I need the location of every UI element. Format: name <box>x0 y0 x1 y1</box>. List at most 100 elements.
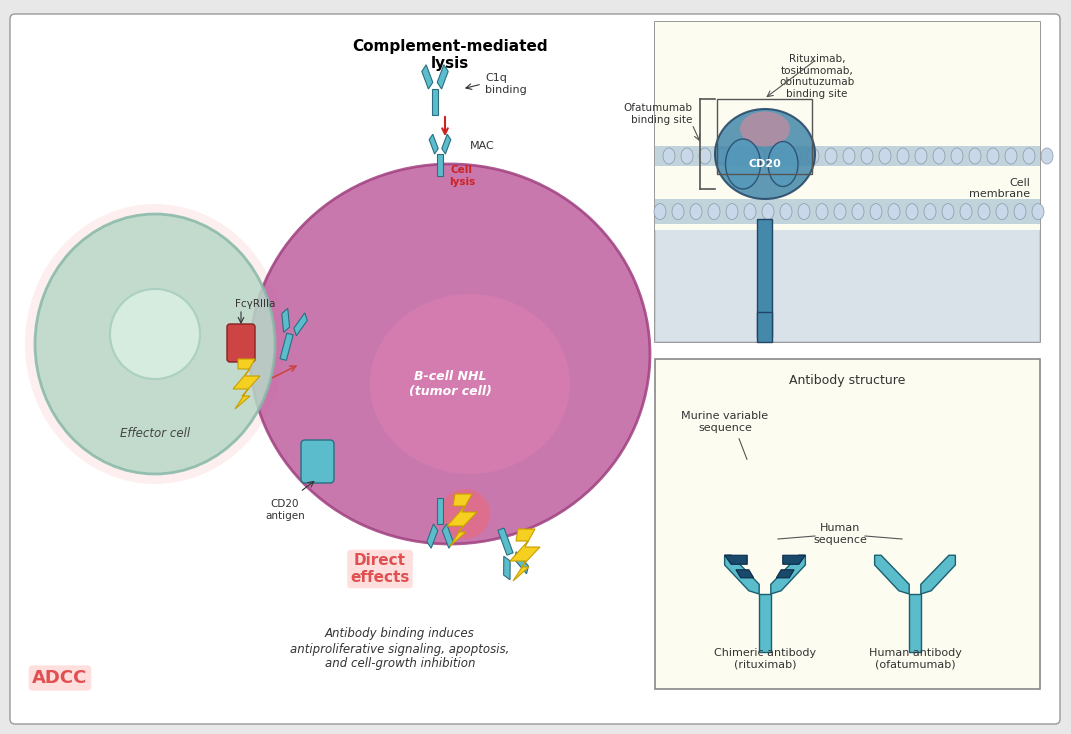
Text: B-cell NHL
(tumor cell): B-cell NHL (tumor cell) <box>408 370 492 398</box>
Polygon shape <box>503 556 510 580</box>
Ellipse shape <box>744 203 756 219</box>
Ellipse shape <box>906 203 918 219</box>
Polygon shape <box>293 313 307 335</box>
Polygon shape <box>725 555 748 564</box>
FancyBboxPatch shape <box>655 22 1040 342</box>
Text: Effector cell: Effector cell <box>120 427 190 440</box>
Ellipse shape <box>110 289 200 379</box>
Text: Chimeric antibody
(rituximab): Chimeric antibody (rituximab) <box>714 648 816 670</box>
Ellipse shape <box>789 148 801 164</box>
Ellipse shape <box>951 148 963 164</box>
Ellipse shape <box>250 164 650 544</box>
Ellipse shape <box>1005 148 1017 164</box>
Ellipse shape <box>960 203 972 219</box>
Ellipse shape <box>861 148 873 164</box>
Ellipse shape <box>699 148 711 164</box>
Polygon shape <box>498 528 513 555</box>
Text: CD20
antigen: CD20 antigen <box>266 499 305 520</box>
Text: MAC: MAC <box>470 141 495 151</box>
Bar <box>655 146 1040 166</box>
Ellipse shape <box>933 148 945 164</box>
Ellipse shape <box>816 203 828 219</box>
Polygon shape <box>437 498 443 524</box>
Polygon shape <box>776 570 794 578</box>
Ellipse shape <box>825 148 838 164</box>
Polygon shape <box>282 308 289 333</box>
Text: Antibody binding induces
antiproliferative signaling, apoptosis,
and cell-growth: Antibody binding induces antiproliferati… <box>290 628 510 670</box>
Ellipse shape <box>672 203 684 219</box>
Ellipse shape <box>924 203 936 219</box>
Ellipse shape <box>969 148 981 164</box>
Ellipse shape <box>1032 203 1044 219</box>
Polygon shape <box>442 524 453 548</box>
Ellipse shape <box>987 148 999 164</box>
Ellipse shape <box>740 112 790 147</box>
Ellipse shape <box>834 203 846 219</box>
Polygon shape <box>429 134 438 154</box>
Polygon shape <box>783 555 805 564</box>
Polygon shape <box>280 333 293 360</box>
Ellipse shape <box>35 214 275 474</box>
Ellipse shape <box>843 148 855 164</box>
Ellipse shape <box>1014 203 1026 219</box>
Ellipse shape <box>996 203 1008 219</box>
Text: ADCC: ADCC <box>32 669 88 687</box>
Ellipse shape <box>681 148 693 164</box>
Polygon shape <box>510 529 540 581</box>
Ellipse shape <box>1023 148 1035 164</box>
Polygon shape <box>909 594 921 652</box>
Polygon shape <box>233 359 260 409</box>
Ellipse shape <box>663 148 675 164</box>
Ellipse shape <box>870 203 883 219</box>
Bar <box>655 22 1040 230</box>
Ellipse shape <box>369 294 570 474</box>
Polygon shape <box>442 134 451 154</box>
Text: Rituximab,
tositumomab,
obinutuzumab
binding site: Rituximab, tositumomab, obinutuzumab bin… <box>780 54 855 99</box>
Text: Antibody structure: Antibody structure <box>789 374 906 387</box>
FancyBboxPatch shape <box>227 324 255 362</box>
Ellipse shape <box>897 148 909 164</box>
Ellipse shape <box>1041 148 1053 164</box>
Text: Cell
lysis: Cell lysis <box>449 165 476 186</box>
Ellipse shape <box>915 148 927 164</box>
Ellipse shape <box>715 109 815 199</box>
Ellipse shape <box>853 203 864 219</box>
Text: Cell
membrane: Cell membrane <box>969 178 1030 199</box>
Polygon shape <box>447 494 477 546</box>
Polygon shape <box>432 89 438 115</box>
Ellipse shape <box>735 148 746 164</box>
Bar <box>655 230 1040 342</box>
Ellipse shape <box>978 203 990 219</box>
Ellipse shape <box>753 148 765 164</box>
Ellipse shape <box>879 148 891 164</box>
Polygon shape <box>736 570 754 578</box>
Text: C1q
binding: C1q binding <box>485 73 527 95</box>
Polygon shape <box>437 154 442 175</box>
Polygon shape <box>725 555 759 594</box>
FancyBboxPatch shape <box>301 440 334 483</box>
Polygon shape <box>875 555 909 594</box>
Ellipse shape <box>780 203 791 219</box>
Ellipse shape <box>798 203 810 219</box>
Polygon shape <box>759 594 771 652</box>
Ellipse shape <box>761 203 774 219</box>
Polygon shape <box>437 65 448 89</box>
Polygon shape <box>427 524 438 548</box>
Text: Human antibody
(ofatumumab): Human antibody (ofatumumab) <box>869 648 962 670</box>
Text: CD20: CD20 <box>749 159 782 169</box>
Polygon shape <box>921 555 955 594</box>
Bar <box>757 312 772 342</box>
Text: Murine variable
sequence: Murine variable sequence <box>681 411 769 433</box>
Text: Complement-mediated
lysis: Complement-mediated lysis <box>352 39 547 71</box>
Ellipse shape <box>768 142 798 186</box>
Ellipse shape <box>771 148 783 164</box>
Ellipse shape <box>716 148 729 164</box>
Polygon shape <box>771 555 805 594</box>
Ellipse shape <box>942 203 954 219</box>
Text: Ofatumumab
binding site: Ofatumumab binding site <box>623 103 692 125</box>
FancyBboxPatch shape <box>10 14 1060 724</box>
Ellipse shape <box>888 203 900 219</box>
Ellipse shape <box>440 489 491 539</box>
Ellipse shape <box>708 203 720 219</box>
Polygon shape <box>514 552 528 574</box>
